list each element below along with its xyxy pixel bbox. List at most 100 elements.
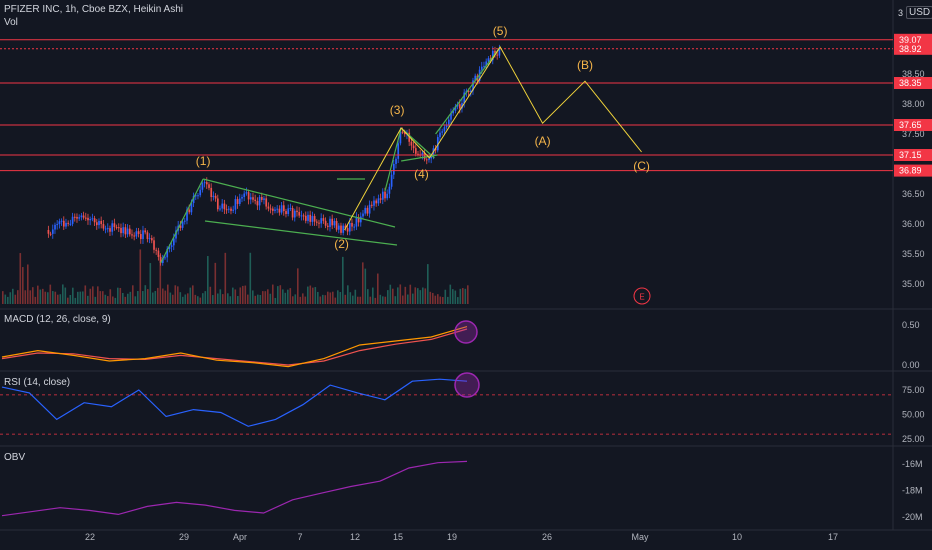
candle-body bbox=[225, 209, 228, 211]
candle-body bbox=[128, 228, 131, 235]
candle-body bbox=[425, 159, 428, 161]
volume-bar bbox=[112, 296, 114, 304]
volume-bar bbox=[42, 288, 44, 304]
volume-bar bbox=[44, 291, 47, 304]
candle-body bbox=[142, 230, 144, 240]
volume-bar bbox=[102, 291, 104, 304]
candle-body bbox=[241, 197, 243, 199]
volume-bar bbox=[307, 286, 309, 304]
volume-bar bbox=[454, 290, 457, 304]
volume-bar bbox=[169, 292, 172, 304]
candle-body bbox=[159, 256, 162, 263]
pattern-lines bbox=[160, 46, 501, 264]
interval-label[interactable]: 1h bbox=[65, 4, 77, 15]
wave-label: (C) bbox=[633, 159, 650, 173]
currency-badge[interactable]: USD bbox=[906, 6, 932, 19]
candle-body bbox=[373, 200, 375, 206]
candle-body bbox=[368, 204, 371, 214]
pattern-line bbox=[202, 178, 396, 228]
volume-bar bbox=[332, 291, 334, 304]
volume-bar bbox=[159, 254, 162, 304]
volume-bar bbox=[57, 294, 59, 304]
obv-title[interactable]: OBV bbox=[4, 452, 26, 463]
candle-body bbox=[179, 225, 182, 228]
volume-bar bbox=[449, 284, 452, 304]
volume-label[interactable]: Vol bbox=[4, 17, 18, 28]
candle-body bbox=[67, 222, 70, 224]
candle-body bbox=[388, 186, 391, 194]
candle-body bbox=[120, 227, 122, 234]
rsi-title[interactable]: RSI (14, close) bbox=[4, 377, 71, 388]
candle-body bbox=[291, 208, 294, 218]
candle-body bbox=[285, 211, 287, 215]
volume-bar bbox=[39, 289, 42, 304]
volume-bar bbox=[189, 287, 192, 304]
candle-body bbox=[379, 198, 382, 200]
volume-bar bbox=[322, 294, 324, 304]
candle-body bbox=[146, 232, 149, 239]
volume-bar bbox=[22, 267, 24, 304]
volume-bar bbox=[49, 284, 52, 304]
candle-body bbox=[164, 257, 166, 259]
candle-body bbox=[353, 226, 356, 228]
price-tick-label: 37.50 bbox=[902, 129, 925, 139]
candle-body bbox=[47, 230, 50, 234]
chart-style-label[interactable]: Heikin Ashi bbox=[133, 4, 183, 15]
candle-body bbox=[395, 158, 397, 164]
volume-bar bbox=[79, 291, 82, 304]
obv-tick-label: -16M bbox=[902, 459, 923, 469]
candle-body bbox=[390, 174, 393, 187]
candle-body bbox=[447, 119, 450, 126]
candle-body bbox=[212, 195, 215, 198]
candle-body bbox=[188, 209, 191, 213]
earnings-event-icon bbox=[633, 287, 651, 305]
candle-body bbox=[183, 220, 186, 222]
candle-body bbox=[124, 227, 127, 235]
earnings-event-letter: E bbox=[639, 293, 644, 302]
candle-body bbox=[436, 137, 439, 151]
volume-bar bbox=[409, 284, 412, 304]
candle-body bbox=[355, 217, 358, 227]
candle-body bbox=[417, 153, 419, 155]
candle-body bbox=[98, 220, 100, 226]
candle-body bbox=[155, 249, 158, 251]
volume-bar bbox=[162, 288, 164, 304]
candle-body bbox=[313, 216, 316, 222]
candle-body bbox=[456, 104, 459, 107]
wave-label: (4) bbox=[414, 167, 429, 181]
candle-body bbox=[56, 224, 59, 226]
candle-body bbox=[133, 235, 136, 237]
wave-label: (3) bbox=[390, 103, 405, 117]
rsi-tick-label: 75.00 bbox=[902, 385, 925, 395]
candle-body bbox=[434, 148, 437, 151]
candle-body bbox=[342, 225, 345, 233]
volume-bar bbox=[424, 288, 427, 304]
candle-body bbox=[381, 191, 384, 200]
candle-body bbox=[298, 212, 301, 216]
price-level-value: 37.65 bbox=[899, 120, 922, 130]
candle-body bbox=[494, 50, 496, 55]
rsi-line bbox=[1, 378, 468, 427]
volume-bar bbox=[217, 293, 219, 304]
pattern-line bbox=[401, 154, 438, 162]
symbol-name[interactable]: PFIZER INC bbox=[4, 4, 60, 15]
candle-body bbox=[157, 250, 160, 257]
candle-body bbox=[117, 227, 120, 229]
macd-title[interactable]: MACD (12, 26, close, 9) bbox=[4, 314, 111, 325]
volume-bar bbox=[317, 291, 319, 304]
candle-body bbox=[307, 214, 309, 221]
volume-bar bbox=[404, 286, 407, 304]
volume-bar bbox=[209, 286, 212, 304]
exchange-label: Cboe BZX bbox=[81, 4, 128, 15]
volume-bar bbox=[89, 288, 92, 304]
candle-body bbox=[76, 216, 78, 219]
volume-bar bbox=[67, 297, 69, 304]
pattern-line bbox=[160, 178, 204, 264]
time-tick-label: 29 bbox=[179, 532, 189, 542]
volume-bar bbox=[27, 264, 29, 304]
volume-bar bbox=[389, 284, 392, 304]
volume-bar bbox=[157, 287, 159, 304]
volume-bar bbox=[184, 294, 187, 304]
price-level-tag bbox=[894, 164, 932, 177]
